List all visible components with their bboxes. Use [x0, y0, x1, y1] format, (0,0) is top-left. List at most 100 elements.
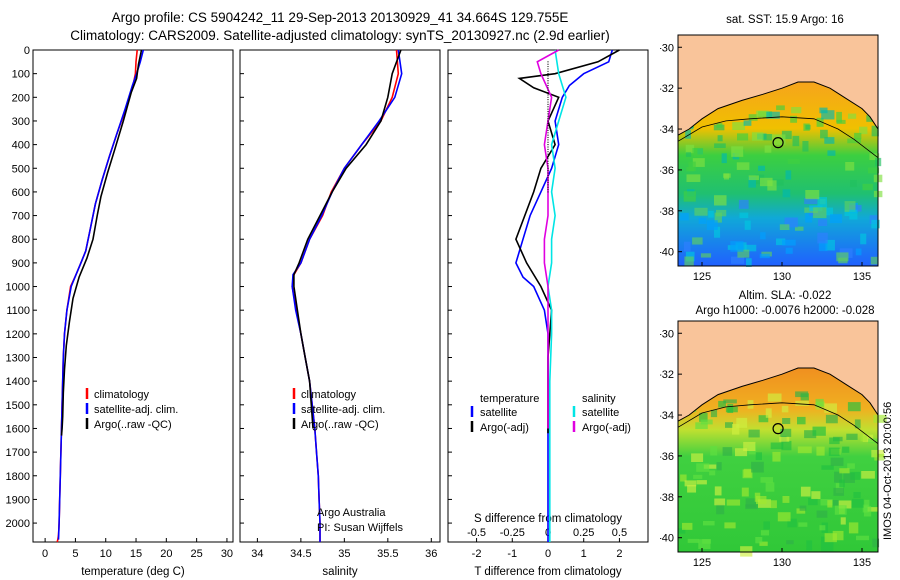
map-pixel	[817, 232, 828, 244]
map-pixel	[740, 546, 753, 557]
map-pixel	[703, 464, 717, 469]
annotation-line-1: Argo Australia	[317, 507, 386, 519]
map-pixel	[819, 525, 826, 531]
map-pixel	[797, 416, 806, 425]
map-pixel	[845, 162, 855, 171]
map-pixel	[762, 134, 773, 141]
y-tick-label: 1100	[6, 305, 30, 317]
map-pixel	[751, 132, 764, 141]
argo-location-marker	[772, 423, 784, 435]
map-pixel	[770, 500, 777, 509]
x-tick-label: 1	[581, 548, 587, 560]
map-pixel	[699, 412, 708, 422]
y-tick-label: 0	[24, 45, 30, 57]
zero-ref-dot	[547, 122, 549, 124]
map-pixel	[771, 134, 786, 145]
map-pixel	[787, 518, 797, 528]
map-pixel	[874, 453, 885, 461]
map-pixel	[781, 440, 792, 451]
map-pixel	[813, 207, 827, 218]
map-pixel	[694, 148, 704, 157]
series-line-1-2	[57, 49, 145, 540]
x-tick-label: 0	[545, 548, 551, 560]
zero-ref-dot	[547, 115, 549, 117]
map-pixel	[763, 521, 770, 530]
x-tick-label: 35.5	[377, 548, 398, 560]
map-y-tick-label: -40	[660, 533, 674, 545]
map-pixel	[773, 179, 784, 186]
map-pixel	[834, 471, 843, 483]
x-tick-label: -1	[507, 548, 517, 560]
legend-label: satellite	[582, 407, 619, 419]
map-pixel	[751, 461, 764, 473]
map-pixel	[678, 528, 686, 534]
map-pixel	[847, 402, 861, 412]
map-pixel	[755, 174, 765, 185]
zero-ref-dot	[547, 80, 549, 82]
map-pixel	[844, 209, 850, 217]
legend-group-salinity: salinity	[582, 393, 616, 405]
map-pixel	[862, 434, 874, 442]
legend-label: satellite	[480, 407, 517, 419]
x-tick-label: -2	[472, 548, 482, 560]
map-pixel	[792, 135, 800, 147]
argo-location-marker	[772, 137, 784, 149]
map-pixel	[716, 462, 722, 471]
map-pixel	[755, 452, 762, 461]
x-tick-label: 35	[338, 548, 350, 560]
map-pixel	[868, 438, 878, 444]
map-pixel	[871, 219, 880, 229]
zero-ref-dot	[547, 117, 549, 120]
y-tick-label: 700	[12, 211, 30, 223]
map-pixel	[764, 145, 772, 153]
map-y-tick-label: -32	[660, 83, 674, 95]
map-pixel	[860, 233, 867, 245]
map-pixel	[872, 538, 880, 548]
map-x-tick-label: 130	[773, 557, 791, 569]
map-pixel	[795, 226, 804, 231]
map-pixel	[824, 137, 835, 144]
zero-ref-dot	[547, 110, 549, 113]
map-pixel	[798, 522, 808, 527]
map-pixel	[772, 451, 781, 462]
map-pixel	[804, 198, 818, 205]
map-pixel	[695, 422, 708, 430]
zero-ref-dot	[547, 191, 549, 193]
map-pixel	[861, 471, 875, 479]
map2-title-line-1: Altim. SLA: -0.022	[738, 290, 832, 302]
map-pixel	[759, 253, 770, 259]
map-pixel	[850, 180, 857, 188]
map-pixel	[816, 446, 825, 456]
map-pixel	[869, 153, 880, 161]
map-pixel	[805, 190, 820, 200]
map-pixel	[854, 419, 861, 429]
legend-label: climatology	[94, 389, 150, 401]
map-pixel	[766, 111, 780, 119]
map-pixel	[826, 207, 834, 216]
map-pixel	[776, 105, 785, 111]
x-axis-label: temperature (deg C)	[81, 566, 185, 578]
map-pixel	[691, 453, 704, 463]
map-pixel	[797, 446, 812, 454]
map-x-tick-label: 125	[693, 271, 711, 283]
zero-ref-dot	[547, 73, 549, 75]
map-pixel	[758, 165, 766, 172]
map-panels: -30-32-34-36-38-40125130135-30-32-34-36-…	[660, 34, 887, 569]
map-pixel	[812, 426, 826, 436]
y-tick-label: 100	[12, 69, 30, 81]
map-pixel	[785, 170, 792, 180]
map-pixel	[723, 399, 737, 404]
map-pixel	[767, 393, 782, 402]
map-pixel	[692, 158, 705, 167]
map-pixel	[782, 418, 791, 425]
map-pixel	[824, 533, 837, 543]
y-tick-label: 1800	[6, 471, 30, 483]
map-pixel	[721, 153, 727, 164]
map-pixel	[743, 468, 752, 478]
map-pixel	[726, 499, 741, 506]
legend-label: Argo(..raw -QC)	[94, 419, 172, 431]
zero-ref-dot	[547, 91, 549, 94]
map-pixel	[860, 435, 867, 442]
map-pixel	[738, 199, 749, 209]
map-y-tick-label: -38	[660, 206, 674, 218]
